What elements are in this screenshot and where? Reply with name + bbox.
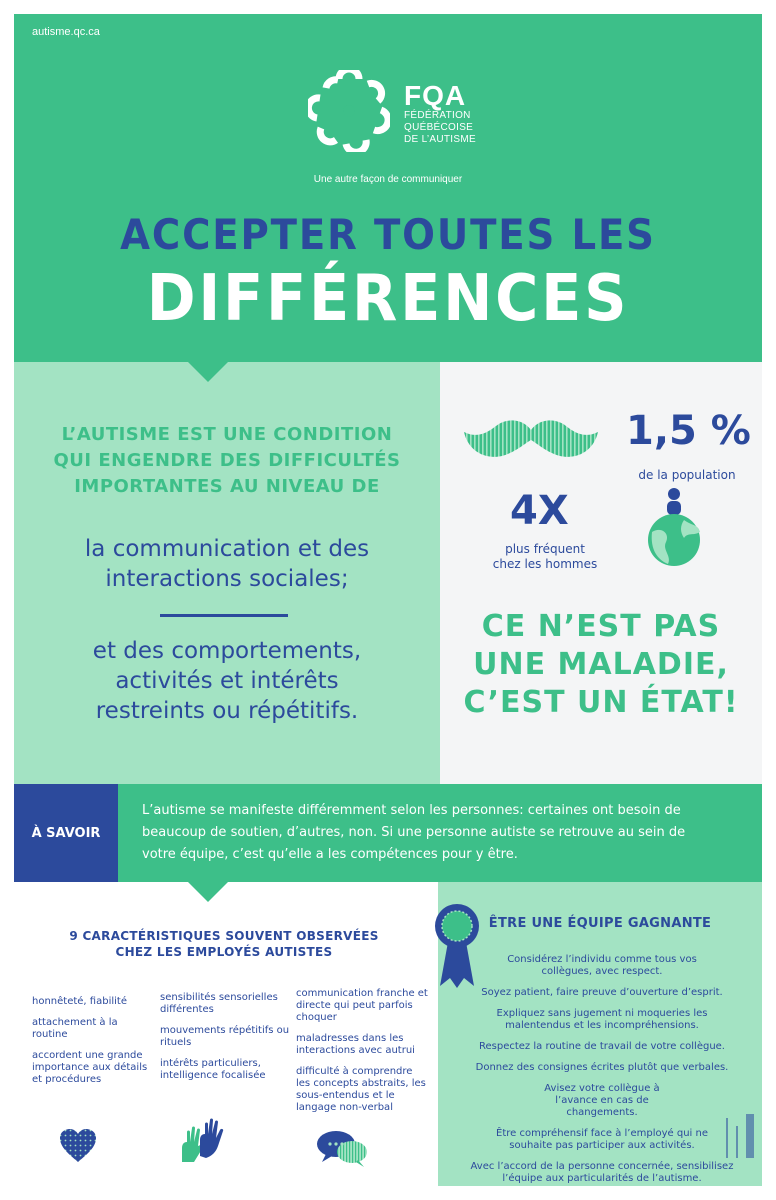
partner-logos [726, 1114, 754, 1158]
trait-item: intérêts particuliers, intelligence foca… [160, 1058, 266, 1081]
ratio-caption-line-2: chez les hommes [492, 557, 598, 571]
speech-bubbles-icon [317, 1131, 367, 1167]
hands-icon [182, 1118, 224, 1162]
savoir-text-line-2: beaucoup de soutien, d’autres, non. Si u… [142, 825, 686, 840]
definition-item-communication: la communication et des interactions soc… [34, 534, 420, 594]
definition-lead-line-1: L’AUTISME EST UNE CONDITION [61, 424, 393, 445]
header: autisme.qc.ca FQA FÉDÉRATION QUÉBÉCOISE … [14, 14, 762, 362]
divider-notch [188, 362, 228, 382]
definition-item-2-line-3: restreints ou répétitifs. [95, 698, 359, 724]
savoir-text-line-3: votre équipe, c’est qu’elle a les compét… [142, 847, 518, 862]
trait-item: attachement à la routine [32, 1017, 118, 1040]
logo-line-3: DE L’AUTISME [404, 134, 476, 145]
traits-title-line-2: CHEZ LES EMPLOYÉS AUTISTES [115, 945, 333, 959]
heart-icon [60, 1129, 96, 1162]
logo-text: FQA FÉDÉRATION QUÉBÉCOISE DE L’AUTISME [404, 82, 476, 146]
poster: autisme.qc.ca FQA FÉDÉRATION QUÉBÉCOISE … [14, 14, 762, 1186]
savoir-text: L’autisme se manifeste différemment selo… [142, 800, 742, 866]
site-url[interactable]: autisme.qc.ca [32, 26, 100, 38]
divider-notch [188, 882, 228, 902]
tagline: Une autre façon de communiquer [313, 174, 463, 185]
team-panel: ÊTRE UNE ÉQUIPE GAGNANTE Considérez l’in… [435, 882, 762, 1186]
definition-item-behaviours: et des comportements, activités et intér… [34, 636, 420, 726]
team-tip: Respectez la routine de travail de votre… [479, 1041, 725, 1052]
definition-item-1-line-1: la communication et des [84, 536, 370, 562]
statement-line-3: C’EST UN ÉTAT! [463, 685, 739, 720]
logo-abbr: FQA [404, 80, 467, 111]
logo-line-1: FÉDÉRATION [404, 110, 471, 121]
traits-column-2: sensibilités sensorielles différentes mo… [160, 992, 290, 1091]
statement-line-1: CE N’EST PAS [481, 609, 721, 644]
trait-item: honnêteté, fiabilité [32, 996, 127, 1007]
prevalence-caption: de la population [638, 468, 736, 482]
team-tips-list: Considérez l’individu comme tous vos col… [454, 954, 750, 1186]
savoir-label: À SAVOIR [14, 784, 118, 882]
team-tip: Être compréhensif face à l’employé qui n… [496, 1128, 708, 1151]
mustache-icon [464, 420, 598, 457]
trait-item: mouvements répétitifs ou rituels [160, 1025, 290, 1048]
trait-item: difficulté à comprendre les concepts abs… [296, 1066, 426, 1113]
team-tip: Soyez patient, faire preuve d’ouverture … [481, 987, 723, 998]
person-on-globe-icon [648, 488, 700, 566]
trait-item: sensibilités sensorielles différentes [160, 992, 278, 1015]
traits-title: 9 CARACTÉRISTIQUES SOUVENT OBSERVÉES CHE… [54, 928, 394, 960]
trait-item: communication franche et directe qui peu… [296, 988, 428, 1023]
traits-panel: 9 CARACTÉRISTIQUES SOUVENT OBSERVÉES CHE… [14, 882, 438, 1186]
definition-panel: L’AUTISME EST UNE CONDITION QUI ENGENDRE… [14, 362, 440, 784]
definition-lead: L’AUTISME EST UNE CONDITION QUI ENGENDRE… [34, 422, 420, 500]
ratio-caption: plus fréquent chez les hommes [470, 542, 620, 572]
fqa-logo-icon [308, 70, 390, 152]
ratio-value: 4X [510, 488, 569, 534]
team-tip: Avisez votre collègue à l’avance en cas … [544, 1083, 660, 1118]
award-ribbon-icon [435, 904, 479, 988]
savoir-text-line-1: L’autisme se manifeste différemment selo… [142, 803, 681, 818]
team-tip: Expliquez sans jugement ni moqueries les… [496, 1008, 708, 1031]
facts-panel: 4X plus fréquent chez les hommes 1,5 % d… [440, 362, 762, 784]
definition-lead-line-2: QUI ENGENDRE DES DIFFICULTÉS [53, 450, 401, 471]
definition-item-2-line-2: activités et intérêts [115, 668, 339, 694]
logo-line-2: QUÉBÉCOISE [404, 122, 474, 133]
trait-item: accordent une grande importance aux déta… [32, 1050, 148, 1085]
prevalence-value: 1,5 % [626, 408, 751, 454]
traits-title-line-1: 9 CARACTÉRISTIQUES SOUVENT OBSERVÉES [69, 929, 379, 943]
team-tip: Donnez des consignes écrites plutôt que … [475, 1062, 729, 1073]
trait-item: maladresses dans les interactions avec a… [296, 1033, 415, 1056]
not-a-disease-statement: CE N’EST PAS UNE MALADIE, C’EST UN ÉTAT! [440, 608, 762, 722]
savoir-band: À SAVOIR L’autisme se manifeste différem… [14, 784, 762, 882]
team-tip: Considérez l’individu comme tous vos col… [507, 954, 697, 977]
traits-column-3: communication franche et directe qui peu… [296, 988, 428, 1123]
definition-lead-line-3: IMPORTANTES AU NIVEAU DE [74, 476, 380, 497]
definition-item-2-line-1: et des comportements, [92, 638, 362, 664]
title-line-1: ACCEPTER TOUTES LES [120, 210, 656, 259]
team-title: ÊTRE UNE ÉQUIPE GAGNANTE [488, 916, 712, 931]
definition-divider [160, 614, 288, 617]
definition-item-1-line-2: interactions sociales; [105, 566, 349, 592]
ratio-caption-line-1: plus fréquent [505, 542, 585, 556]
statement-line-2: UNE MALADIE, [473, 647, 729, 682]
traits-column-1: honnêteté, fiabilité attachement à la ro… [32, 996, 154, 1095]
title-line-2: DIFFÉRENCES [146, 262, 630, 336]
team-tip: Avec l’accord de la personne concernée, … [470, 1161, 734, 1184]
